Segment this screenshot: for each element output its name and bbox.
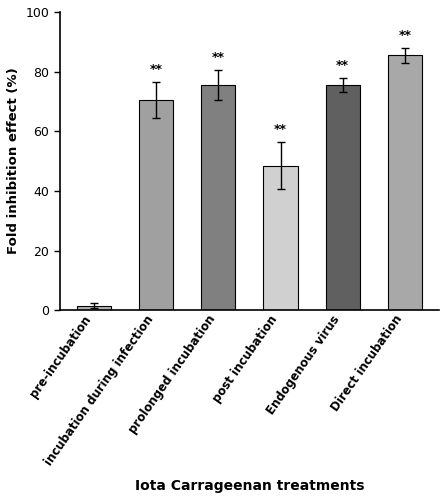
Bar [264, 166, 297, 310]
Text: **: ** [336, 58, 349, 71]
Bar [201, 85, 235, 310]
Bar [77, 306, 111, 310]
Text: **: ** [150, 63, 163, 76]
Y-axis label: Fold inhibition effect (%): Fold inhibition effect (%) [7, 68, 20, 254]
X-axis label: Iota Carrageenan treatments: Iota Carrageenan treatments [135, 479, 364, 493]
Bar [326, 85, 360, 310]
Text: **: ** [212, 51, 225, 64]
Text: **: ** [398, 29, 411, 42]
Bar [388, 55, 422, 310]
Bar [139, 100, 173, 310]
Text: **: ** [274, 122, 287, 136]
